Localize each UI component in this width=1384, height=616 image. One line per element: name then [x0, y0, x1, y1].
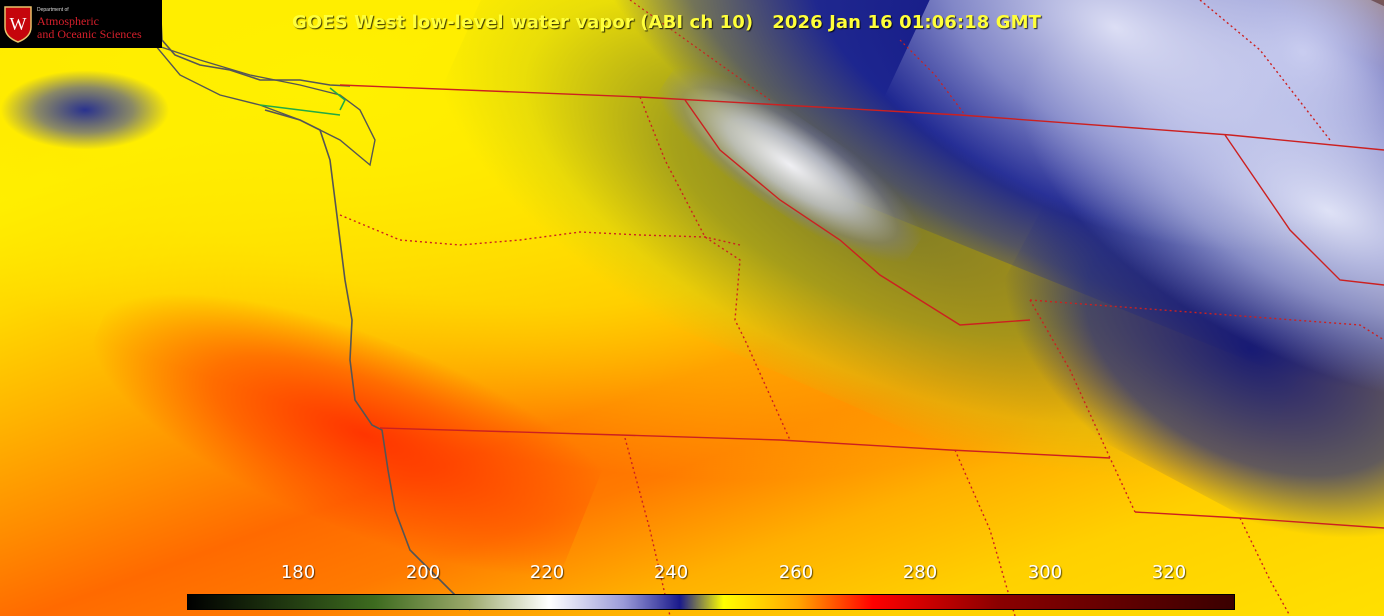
colorbar-tick: 320 [1151, 562, 1187, 583]
wyoming-west-border [1029, 299, 1136, 513]
temperature-colorbar [187, 594, 1235, 610]
montana-wyoming-border [1029, 299, 1384, 341]
colorbar-tick: 200 [405, 562, 441, 583]
montana-dakota-border [1224, 134, 1384, 286]
alberta-sask-border [899, 39, 966, 116]
colorbar-tick: 300 [1027, 562, 1063, 583]
colorbar-tick-labels: 180 200 220 240 260 280 300 320 [0, 562, 1384, 586]
utah-north-border [1134, 511, 1384, 529]
coastline [159, 0, 471, 611]
logo-department-label: Department of [37, 7, 69, 13]
colorado-border [1239, 517, 1291, 616]
department-logo: W Department of Atmospheric and Oceanic … [0, 0, 162, 48]
wa-or-border [339, 214, 741, 246]
northeast-dotted-border [1199, 0, 1331, 141]
nevada-border [624, 437, 671, 616]
imagery-offshore-patch [0, 70, 170, 150]
logo-text: Department of Atmospheric and Oceanic Sc… [37, 7, 142, 41]
logo-line-oceanic: and Oceanic Sciences [37, 27, 142, 41]
colorbar-tick: 280 [902, 562, 938, 583]
svg-text:W: W [10, 14, 27, 34]
idaho-montana-border [684, 99, 1031, 326]
idaho-west-border [639, 96, 791, 441]
colorbar-tick: 260 [778, 562, 814, 583]
colorbar-tick: 180 [280, 562, 316, 583]
colorbar-tick: 240 [653, 562, 689, 583]
or-ca-nv-border [379, 427, 1111, 459]
canada-us-border [339, 84, 1384, 151]
vancouver-island-outline [152, 43, 376, 167]
utah-west-border [954, 449, 1016, 616]
colorbar-tick: 220 [529, 562, 565, 583]
logo-line-atmospheric: Atmospheric [37, 14, 99, 28]
uw-crest-icon: W [4, 6, 32, 43]
alberta-bc-border [629, 0, 771, 101]
image-title: GOES West low-level water vapor (ABI ch … [292, 12, 1042, 33]
lake-outline [259, 87, 347, 116]
